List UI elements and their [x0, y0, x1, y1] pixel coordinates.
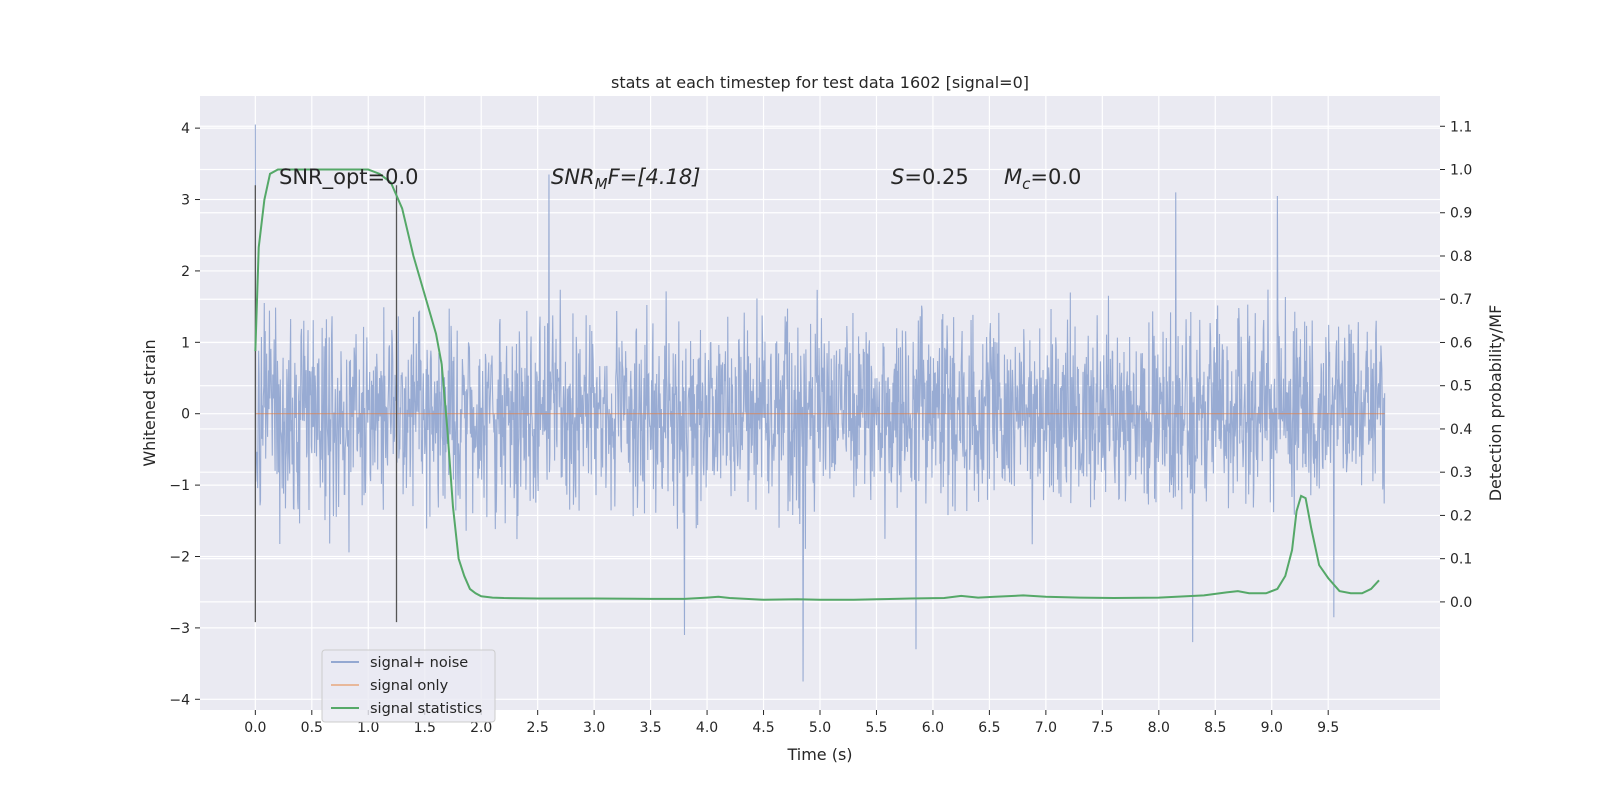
y-axis-ticks: 4 3 2 1 0 −1 −2 −3 −4	[169, 121, 200, 708]
x-axis-ticks: 0.0 0.5 1.0 1.5 2.0 2.5 3.0 3.5 4.0 4.5 5.0 5.5 6.0 6…	[244, 710, 1339, 736]
y2-tick-label: 1.1	[1450, 119, 1472, 135]
annotation-snr-opt: SNR_opt=0.0	[279, 165, 419, 190]
y-tick-label: −1	[169, 478, 190, 494]
x-tick-label: 2.5	[527, 720, 549, 736]
y2-tick-label: 0.3	[1450, 465, 1472, 481]
y2-tick-label: 0.6	[1450, 335, 1472, 351]
x-tick-label: 6.0	[922, 720, 944, 736]
y2-tick-label: 1.0	[1450, 163, 1472, 179]
y-tick-label: −4	[169, 692, 190, 708]
y-tick-label: 1	[181, 335, 190, 351]
y2-tick-label: 0.1	[1450, 552, 1472, 568]
y-tick-label: 0	[181, 407, 190, 423]
x-tick-label: 7.0	[1035, 720, 1057, 736]
y-tick-label: −2	[169, 550, 190, 566]
y-tick-label: −3	[169, 621, 190, 637]
annotation-snr-mf: SNRMF=[4.18]	[551, 165, 700, 193]
x-axis-label: Time (s)	[786, 745, 852, 764]
y2-axis-ticks: 1.1 1.0 0.9 0.8 0.7 0.6 0.5 0.4 0.3 0.2 0.1 0.0	[1440, 119, 1472, 611]
vertical-markers	[254, 185, 398, 623]
x-tick-label: 0.0	[244, 720, 266, 736]
y-tick-label: 4	[181, 121, 190, 137]
y-axis-label: Whitened strain	[140, 339, 159, 466]
x-tick-label: 6.5	[978, 720, 1000, 736]
y2-tick-label: 0.8	[1450, 249, 1472, 265]
x-tick-label: 1.0	[357, 720, 379, 736]
legend: signal+ noise signal only signal statist…	[321, 649, 496, 723]
y-tick-label: 2	[181, 264, 190, 280]
x-tick-label: 0.5	[301, 720, 323, 736]
y2-tick-label: 0.4	[1450, 422, 1472, 438]
legend-label-signal-statistics: signal statistics	[370, 701, 482, 717]
y2-tick-label: 0.9	[1450, 206, 1472, 222]
x-tick-label: 5.5	[865, 720, 887, 736]
x-tick-label: 9.0	[1261, 720, 1283, 736]
x-tick-label: 4.5	[752, 720, 774, 736]
x-tick-label: 7.5	[1091, 720, 1113, 736]
x-tick-label: 3.5	[639, 720, 661, 736]
signal-statistics-line	[254, 168, 1380, 601]
x-tick-label: 3.0	[583, 720, 605, 736]
legend-box	[321, 649, 496, 723]
annotation-s: S=0.25	[891, 165, 969, 189]
y2-tick-label: 0.0	[1450, 595, 1472, 611]
y2-tick-label: 0.5	[1450, 379, 1472, 395]
x-tick-label: 8.5	[1204, 720, 1226, 736]
y2-tick-label: 0.7	[1450, 292, 1472, 308]
signal-statistics-series	[254, 168, 1380, 601]
x-tick-label: 2.0	[470, 720, 492, 736]
legend-label-signal-noise: signal+ noise	[370, 655, 468, 671]
annotation-mc: Mc=0.0	[1004, 165, 1081, 193]
x-tick-label: 8.0	[1148, 720, 1170, 736]
x-tick-label: 9.5	[1317, 720, 1339, 736]
legend-label-signal-only: signal only	[370, 678, 449, 694]
x-tick-label: 5.0	[809, 720, 831, 736]
chart-title: stats at each timestep for test data 160…	[611, 73, 1029, 92]
x-tick-label: 1.5	[414, 720, 436, 736]
x-tick-label: 4.0	[696, 720, 718, 736]
y-tick-label: 3	[181, 193, 190, 209]
y2-tick-label: 0.2	[1450, 508, 1472, 524]
annotations: SNR_opt=0.0 SNRMF=[4.18] S=0.25 Mc=0.0	[279, 165, 1081, 193]
y2-axis-label: Detection probability/MF	[1486, 305, 1505, 502]
